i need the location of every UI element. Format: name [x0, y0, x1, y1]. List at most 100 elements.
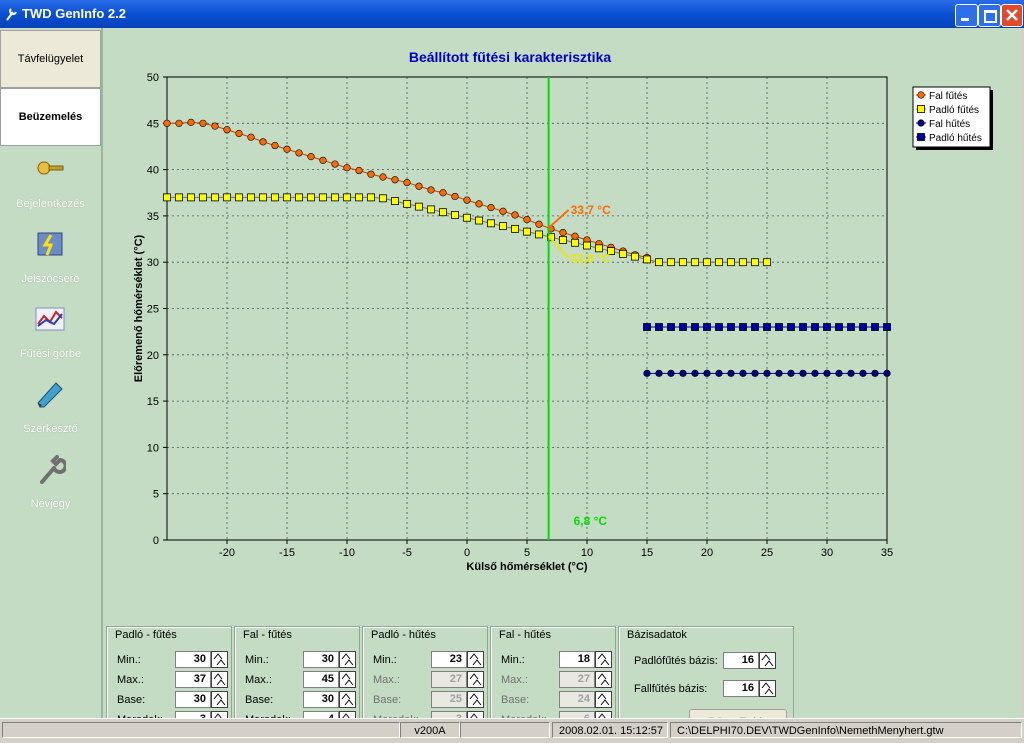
x-tick-label: -10: [339, 547, 355, 559]
field-value[interactable]: 45: [303, 671, 339, 688]
field-value: 27: [431, 671, 467, 688]
plot-frame: [166, 76, 888, 541]
data-point: [691, 258, 699, 267]
field-value: 27: [559, 671, 595, 688]
spin-button[interactable]: [339, 651, 356, 668]
field-label: Max.:: [245, 674, 272, 686]
nav-icon[interactable]: [34, 304, 66, 336]
spin-button[interactable]: [595, 691, 612, 708]
nav-item[interactable]: Névjegy: [30, 498, 71, 510]
annotation-label: 33,7 °C: [571, 203, 611, 217]
data-point: [751, 369, 759, 377]
field-label: Base:: [117, 694, 146, 706]
data-point: [775, 323, 783, 331]
spin-button[interactable]: [595, 651, 612, 668]
status-cell: v200A: [400, 722, 460, 738]
data-point: [391, 197, 399, 205]
data-point: [523, 227, 531, 236]
data-point: [319, 193, 327, 202]
data-point: [691, 369, 699, 377]
field-row: Base: 25: [363, 691, 487, 709]
data-point: [499, 207, 507, 215]
field-value[interactable]: 30: [175, 691, 211, 708]
field-value[interactable]: 23: [431, 651, 467, 668]
group-title: Fal - hűtés: [499, 629, 551, 641]
spin-button[interactable]: [595, 671, 612, 688]
data-point: [499, 222, 507, 230]
legend-label: Fal hűtés: [929, 119, 970, 130]
nav-item[interactable]: Fűtési görbe: [19, 348, 82, 360]
nav-tab[interactable]: Távfelügyelet: [0, 30, 101, 88]
data-point: [163, 119, 171, 127]
nav-icon[interactable]: [34, 154, 66, 186]
spin-button[interactable]: [211, 671, 228, 688]
close-button[interactable]: [1001, 4, 1023, 27]
nav-item[interactable]: Szerkesztő: [23, 423, 78, 435]
data-point: [235, 193, 243, 202]
spin-button[interactable]: [759, 680, 776, 697]
data-point: [343, 164, 351, 172]
restore-button[interactable]: [978, 4, 1001, 27]
data-point: [859, 323, 867, 331]
data-point: [247, 133, 255, 141]
nav-icon[interactable]: [34, 379, 66, 411]
data-point: [595, 244, 603, 253]
data-point: [775, 369, 783, 377]
data-point: [823, 323, 831, 331]
field-value[interactable]: 30: [175, 651, 211, 668]
data-point: [703, 369, 711, 377]
status-cell: 2008.02.01. 15:12:57: [552, 722, 668, 738]
data-point: [559, 236, 567, 244]
data-point: [439, 208, 447, 217]
nav-icon[interactable]: [34, 229, 66, 261]
data-point: [631, 252, 639, 261]
data-point: [271, 193, 279, 202]
nav-tab[interactable]: Beüzemelés: [0, 88, 101, 146]
spin-button[interactable]: [467, 651, 484, 668]
spin-button[interactable]: [339, 691, 356, 708]
minimize-button[interactable]: [955, 4, 978, 27]
nav-item[interactable]: Bejelentkezés: [16, 198, 85, 210]
data-point: [259, 138, 267, 146]
window-title: TWD GenInfo 2.2: [22, 6, 126, 21]
spin-button[interactable]: [211, 651, 228, 668]
data-point: [619, 249, 627, 258]
annotation-label: 32,8 °C: [571, 251, 611, 265]
data-point: [739, 323, 747, 331]
data-point: [343, 193, 351, 202]
data-point: [763, 323, 771, 331]
field-value[interactable]: 18: [559, 651, 595, 668]
nav-item[interactable]: Jelszócsere: [21, 273, 80, 285]
spin-button[interactable]: [759, 652, 776, 669]
data-point: [883, 323, 891, 331]
data-point: [571, 232, 579, 240]
spin-button[interactable]: [467, 691, 484, 708]
spin-button[interactable]: [467, 671, 484, 688]
chart-title: Beállított fűtési karakterisztika: [409, 49, 612, 65]
legend-label: Fal fűtés: [929, 91, 967, 102]
x-tick-label: -15: [279, 547, 295, 559]
data-point: [319, 156, 327, 164]
data-point: [427, 186, 435, 194]
data-point: [187, 193, 195, 202]
data-point: [727, 258, 735, 267]
spin-button[interactable]: [211, 691, 228, 708]
field-value[interactable]: 30: [303, 691, 339, 708]
group-title: Padló - hűtés: [371, 629, 436, 641]
legend-label: Padló hűtés: [929, 133, 982, 144]
field-label: Min.:: [117, 654, 141, 666]
nav-icon[interactable]: [34, 454, 68, 486]
spin-button[interactable]: [339, 671, 356, 688]
data-point: [199, 193, 207, 202]
field-value[interactable]: 16: [723, 680, 759, 697]
data-point: [655, 323, 663, 331]
group-title: Padló - fűtés: [115, 629, 177, 641]
data-point: [811, 369, 819, 377]
group-title: Bázisadatok: [627, 629, 687, 641]
field-row: Base: 30: [107, 691, 231, 709]
field-value[interactable]: 30: [303, 651, 339, 668]
field-value[interactable]: 37: [175, 671, 211, 688]
field-value[interactable]: 16: [723, 652, 759, 669]
data-point: [475, 216, 483, 225]
data-point: [283, 193, 291, 202]
